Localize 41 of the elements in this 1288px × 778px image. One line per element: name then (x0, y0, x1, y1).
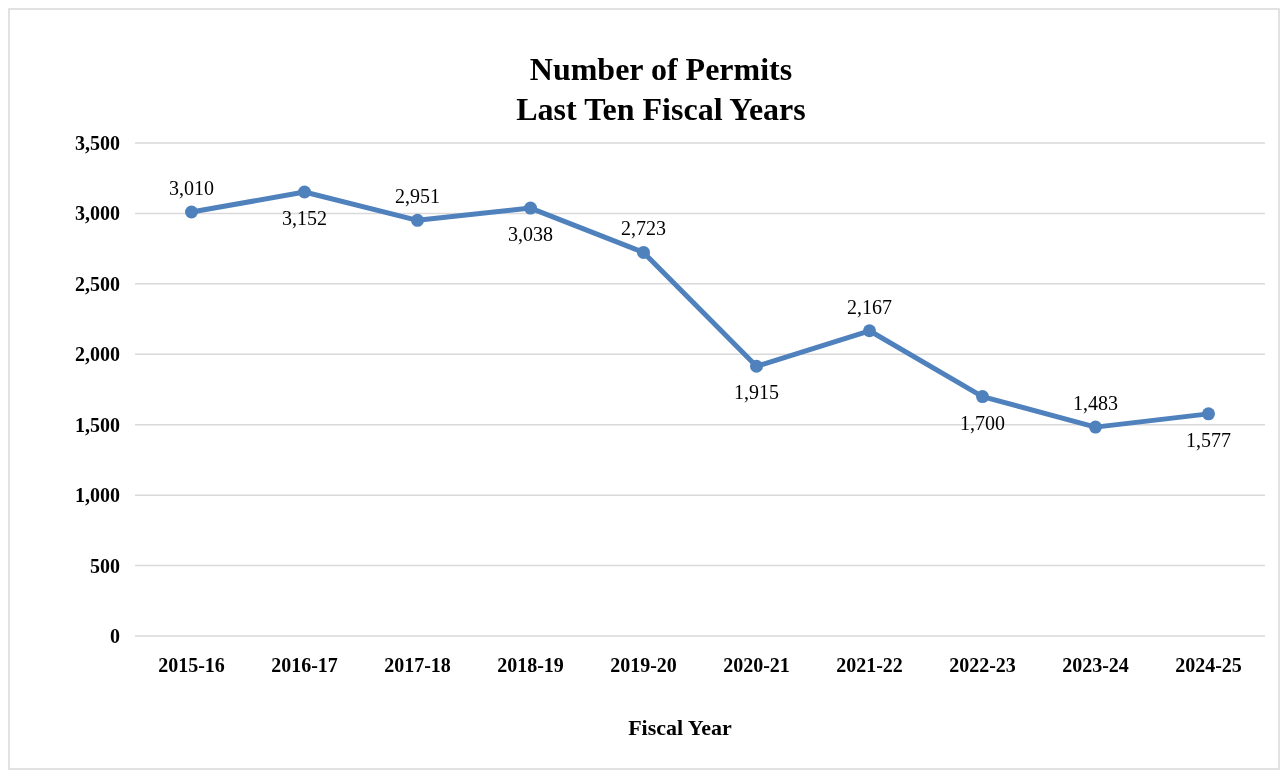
data-label: 3,010 (169, 177, 214, 200)
x-tick-label: 2020-21 (723, 654, 790, 676)
point (863, 324, 876, 338)
data-label: 1,700 (960, 411, 1005, 434)
data-label: 1,483 (1073, 392, 1118, 415)
point (750, 359, 763, 373)
data-label: 3,038 (508, 223, 553, 246)
y-tick-label: 3,000 (75, 202, 120, 225)
point (1089, 420, 1102, 434)
x-tick-label: 2017-18 (384, 654, 451, 676)
x-tick-label: 2016-17 (271, 654, 338, 676)
x-tick-label: 2019-20 (610, 654, 677, 676)
data-label: 1,915 (734, 381, 779, 404)
point (637, 245, 650, 259)
y-tick-label: 500 (90, 554, 120, 577)
point (524, 201, 537, 215)
data-label: 1,577 (1186, 428, 1231, 451)
y-tick-label: 1,500 (75, 413, 120, 436)
point (185, 205, 198, 219)
point (976, 390, 989, 404)
y-tick-label: 2,500 (75, 272, 120, 295)
data-label: 3,152 (282, 207, 327, 230)
x-axis-title: Fiscal Year (628, 715, 733, 740)
point (298, 185, 311, 199)
x-tick-label: 2015-16 (158, 654, 225, 676)
y-tick-label: 2,000 (75, 343, 120, 366)
point (411, 213, 424, 227)
x-tick-label: 2022-23 (949, 654, 1016, 676)
y-tick-label: 0 (110, 625, 120, 647)
chart-subtitle: Last Ten Fiscal Years (516, 91, 806, 127)
data-label: 2,167 (847, 295, 892, 318)
point (1202, 407, 1215, 421)
data-label: 2,951 (395, 185, 440, 208)
data-label: 2,723 (621, 217, 666, 240)
x-tick-label: 2018-19 (497, 654, 564, 676)
x-tick-label: 2021-22 (836, 654, 903, 676)
x-tick-label: 2023-24 (1062, 654, 1129, 676)
chart-title: Number of Permits (529, 51, 793, 87)
x-tick-label: 2024-25 (1175, 654, 1242, 676)
y-tick-label: 1,000 (75, 484, 120, 507)
y-tick-label: 3,500 (75, 132, 120, 154)
